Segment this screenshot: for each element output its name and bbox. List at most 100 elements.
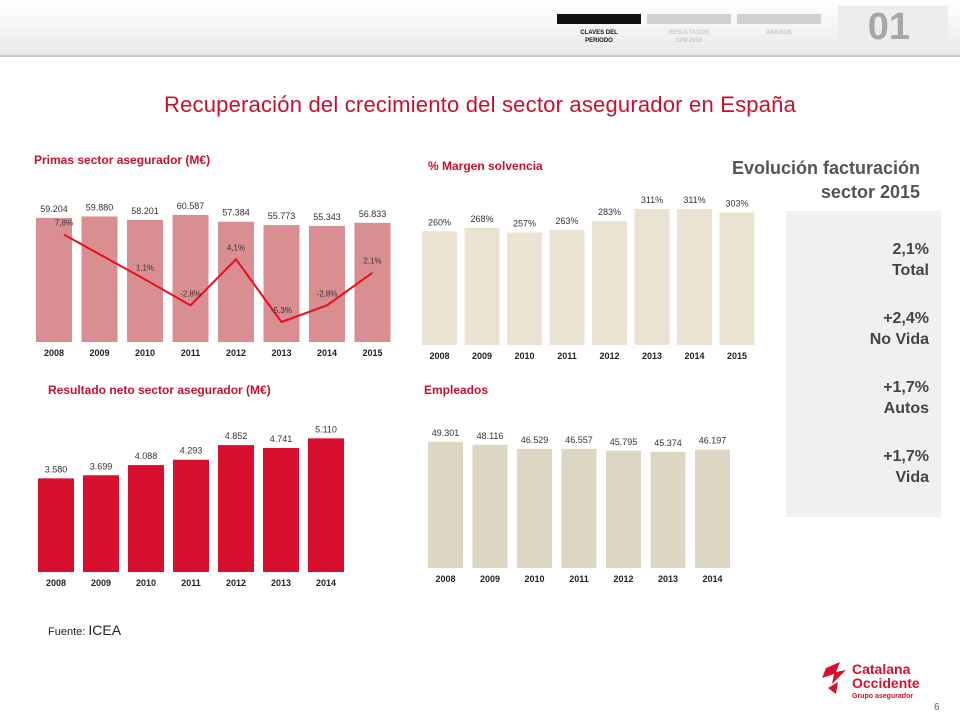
value-label-2012: 283% [598,207,621,217]
growth-label-5: -2,8% [317,289,338,298]
logo-line2: Occidente [852,675,920,691]
side-panel: 2,1% Total +2,4% No Vida +1,7% Autos +1,7% V… [786,211,941,517]
value-label-2012: 4.852 [225,431,248,441]
top-bar [0,0,960,55]
bar-2011 [561,448,597,568]
section-number: 01 [838,6,948,48]
bar-2012 [218,221,254,342]
tab-label-anexos: ANEXOS [766,30,792,36]
bar-2008 [428,441,463,568]
year-label-2012: 2012 [226,578,246,588]
year-label-2008: 2008 [435,574,455,584]
top-bar-divider [0,55,960,57]
chart-resultado-neto: 3.580 2008 3.699 2009 4.088 2010 4.293 2011 4.85… [38,424,344,588]
value-label-2015: 56.833 [359,209,387,219]
bar-2013 [263,448,299,572]
year-label-2011: 2011 [557,351,577,361]
value-label-2008: 260% [428,217,451,227]
bar-2014 [695,449,730,568]
year-label-2012: 2012 [613,574,633,584]
year-label-2011: 2011 [569,574,589,584]
year-label-2015: 2015 [362,348,382,358]
year-label-2012: 2012 [226,348,246,358]
year-label-2014: 2014 [684,351,704,361]
chart-title-resultado-neto: Resultado neto sector asegurador (M€) [48,383,271,397]
value-label-2011: 46.557 [565,435,593,445]
chart-title-margen-solvencia: % Margen solvencia [428,159,543,173]
year-label-2010: 2010 [524,574,544,584]
value-label-2013: 4.741 [270,434,293,444]
bar-2011 [173,459,209,572]
catalana-occidente-logo: Catalana Occidente Grupo asegurador [822,661,920,700]
bar-2014 [677,208,712,345]
chart-primas: 59.204 2008 59.880 2009 58.201 2010 60.587 2011… [36,201,391,358]
value-label-2011: 4.293 [180,446,203,456]
year-label-2009: 2009 [480,574,500,584]
bar-2014 [309,225,345,342]
year-label-2011: 2011 [181,578,201,588]
side-item-vida: +1,7% Vida [883,448,929,486]
tab-label-claves: CLAVES DEL PERIODO [580,30,618,44]
growth-label-2: -2,8% [180,289,201,298]
bar-2008 [38,478,74,572]
logo-line1: Catalana [852,661,911,677]
value-label-2013: 45.374 [654,438,682,448]
bar-2014 [308,438,344,572]
tab-label-resultados: RESULTADOS 12M 2016 [668,30,710,44]
year-label-2015: 2015 [727,351,747,361]
year-label-2010: 2010 [136,578,156,588]
year-label-2008: 2008 [44,348,64,358]
year-label-2008: 2008 [46,578,66,588]
year-label-2012: 2012 [599,351,619,361]
page-title: Recuperación del crecimiento del sector … [163,92,797,117]
value-label-2010: 58.201 [131,206,159,216]
tab-resultados[interactable] [647,14,731,24]
year-label-2008: 2008 [429,351,449,361]
bar-2011 [549,229,585,345]
value-label-2010: 46.529 [521,435,549,445]
value-label-2009: 59.880 [86,202,114,212]
bar-2010 [517,448,552,568]
year-label-2014: 2014 [702,574,722,584]
bar-2008 [422,231,457,345]
value-label-2008: 59.204 [40,204,68,214]
side-panel-title: Evolución facturación sector 2015 [731,158,920,202]
bar-2009 [83,475,119,572]
year-label-2013: 2013 [658,574,678,584]
side-item-autos: +1,7% Autos [883,379,929,417]
value-label-2014: 46.197 [699,436,727,446]
bar-2013 [634,208,670,345]
year-label-2013: 2013 [271,348,291,358]
bar-2010 [128,465,164,572]
value-label-2015: 303% [725,198,748,208]
year-label-2009: 2009 [91,578,111,588]
growth-label-0: 7,8% [55,219,73,228]
chart-title-primas: Primas sector asegurador (M€) [34,153,211,167]
bar-2013 [650,451,686,568]
bar-2008 [36,217,72,342]
value-label-2014: 311% [683,195,705,205]
bar-2012 [592,221,627,345]
chart-empleados: 49.301 2008 48.116 2009 46.529 2010 46.557 2011… [428,428,730,584]
growth-label-4: -5,3% [271,306,292,315]
logo-line3: Grupo asegurador [852,693,913,700]
bar-2009 [81,216,118,342]
bar-2015 [719,212,755,345]
year-label-2013: 2013 [271,578,291,588]
page-number: 6 [934,702,940,713]
year-label-2014: 2014 [316,578,336,588]
source-note: Fuente: ICEA [48,622,122,638]
side-item-total: 2,1% Total [891,241,929,279]
bar-2013 [263,225,300,342]
bar-2012 [218,445,254,572]
value-label-2009: 48.116 [477,431,504,441]
value-label-2014: 5.110 [315,424,337,434]
value-label-2013: 55.773 [268,211,296,221]
bar-2011 [172,214,209,342]
bar-2012 [606,450,641,568]
tab-anexos[interactable] [737,14,821,24]
value-label-2012: 57.384 [222,208,250,218]
chart-margen-solvencia: 260% 2008 268% 2009 257% 2010 263% 2011 283% 2012… [422,195,755,361]
value-label-2010: 4.088 [135,451,158,461]
tab-claves-del-periodo[interactable] [557,14,641,24]
